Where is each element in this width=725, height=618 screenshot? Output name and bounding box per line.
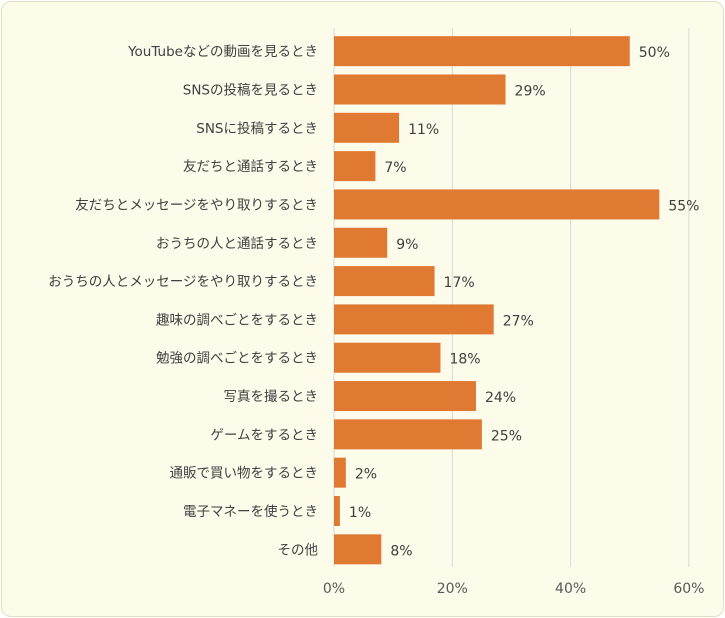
value-label-14: 8% bbox=[390, 543, 412, 559]
value-label-2: 29% bbox=[515, 83, 546, 99]
category-label-6: おうちの人と通話するとき bbox=[156, 235, 318, 252]
bar-6 bbox=[334, 227, 388, 258]
bar-14 bbox=[334, 534, 382, 565]
category-label-14: その他 bbox=[278, 542, 319, 558]
bar-2 bbox=[334, 74, 506, 105]
bar-10 bbox=[334, 381, 476, 412]
bar-1 bbox=[334, 36, 630, 67]
x-tick-label-40: 40% bbox=[555, 581, 586, 597]
bar-4 bbox=[334, 151, 376, 182]
bar-3 bbox=[334, 112, 400, 143]
category-label-11: ゲームをするとき bbox=[210, 427, 318, 443]
value-label-10: 24% bbox=[485, 390, 516, 406]
category-label-3: SNSに投稿するとき bbox=[196, 121, 318, 137]
category-label-5: 友だちとメッセージをやり取りするとき bbox=[75, 197, 318, 213]
bar-5 bbox=[334, 189, 660, 220]
value-label-12: 2% bbox=[355, 467, 377, 483]
value-label-7: 17% bbox=[444, 275, 475, 291]
category-label-12: 通販で買い物をするとき bbox=[170, 466, 319, 482]
value-label-5: 55% bbox=[668, 198, 699, 214]
x-tick-label-60: 60% bbox=[673, 581, 704, 597]
category-label-1: YouTubeなどの動画を見るとき bbox=[127, 44, 318, 60]
category-label-7: おうちの人とメッセージをやり取りするとき bbox=[48, 274, 318, 290]
value-label-9: 18% bbox=[449, 352, 480, 368]
value-label-8: 27% bbox=[503, 313, 534, 329]
bar-9 bbox=[334, 342, 441, 373]
category-label-8: 趣味の調べごとをするとき bbox=[156, 312, 318, 328]
bar-8 bbox=[334, 304, 494, 335]
value-label-6: 9% bbox=[396, 237, 418, 253]
category-label-2: SNSの投稿を見るとき bbox=[183, 82, 318, 98]
bar-11 bbox=[334, 419, 482, 450]
value-label-13: 1% bbox=[349, 505, 371, 521]
value-label-1: 50% bbox=[639, 45, 670, 61]
category-label-10: 写真を撮るとき bbox=[224, 388, 319, 405]
bar-13 bbox=[334, 496, 340, 526]
x-tick-label-0: 0% bbox=[323, 581, 345, 597]
bar-12 bbox=[334, 457, 346, 488]
category-label-9: 勉強の調べごとをするとき bbox=[156, 351, 318, 367]
value-label-4: 7% bbox=[384, 160, 406, 176]
category-label-13: 電子マネーを使うとき bbox=[183, 503, 318, 520]
bar-7 bbox=[334, 266, 435, 297]
category-label-4: 友だちと通話するとき bbox=[183, 158, 318, 175]
value-label-3: 11% bbox=[408, 122, 439, 138]
value-label-11: 25% bbox=[491, 428, 522, 444]
x-tick-label-20: 20% bbox=[437, 581, 468, 597]
